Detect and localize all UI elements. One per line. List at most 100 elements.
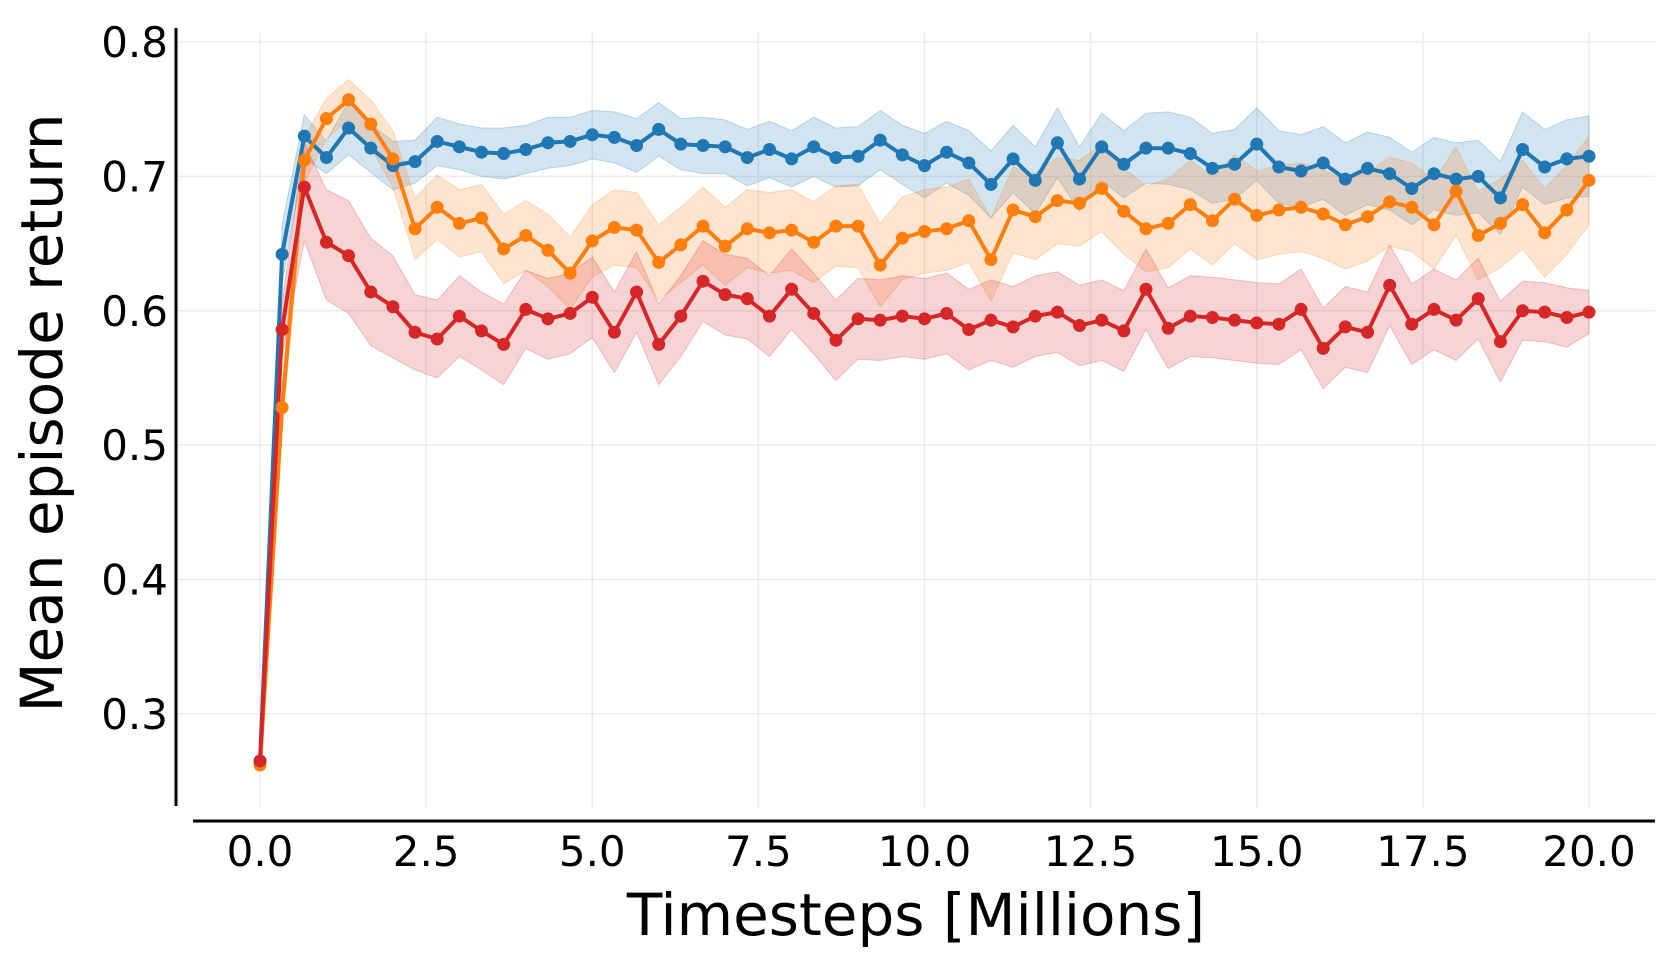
series-2-point — [630, 223, 644, 237]
series-1-point — [674, 137, 688, 151]
series-2-point — [1538, 226, 1552, 240]
x-tick-label: 20.0 — [1542, 827, 1636, 876]
series-2-point — [1294, 200, 1308, 214]
series-2-point — [1405, 200, 1419, 214]
series-3-point — [1228, 313, 1242, 327]
series-1-point — [829, 151, 843, 165]
series-3-point — [1516, 304, 1530, 318]
series-2-point — [1095, 181, 1109, 195]
series-3-point — [408, 325, 422, 339]
series-3-point — [497, 337, 511, 351]
series-1-point — [1294, 164, 1308, 178]
series-2-point — [497, 242, 511, 256]
series-3-point — [364, 285, 378, 299]
series-3-point — [342, 249, 356, 263]
series-3-point — [1538, 305, 1552, 319]
series-1-point — [519, 143, 533, 157]
series-3-point — [829, 333, 843, 347]
series-1-point — [851, 149, 865, 163]
series-3-point — [918, 312, 931, 326]
series-1-point — [607, 130, 621, 144]
series-2-point — [452, 216, 466, 230]
series-3-point — [519, 302, 533, 316]
y-tick-label: 0.8 — [101, 18, 168, 67]
series-2-point — [762, 226, 776, 240]
series-3-point — [1405, 317, 1419, 331]
x-tick-label: 2.5 — [393, 827, 460, 876]
series-1-point — [452, 140, 466, 154]
series-2-point — [1316, 207, 1330, 221]
series-2-point — [1073, 196, 1087, 210]
series-1-point — [319, 151, 333, 165]
series-3-point — [630, 285, 644, 299]
series-3-point — [762, 309, 776, 323]
series-2-point — [918, 224, 931, 238]
series-2-point — [1139, 222, 1153, 236]
series-1-point — [652, 122, 666, 136]
series-3-point — [1073, 319, 1087, 333]
series-2-point — [1117, 204, 1131, 218]
y-tick-label: 0.4 — [101, 556, 168, 605]
series-2-point — [1183, 198, 1197, 212]
series-3-point — [253, 754, 267, 768]
series-2-point — [984, 253, 998, 267]
series-2-point — [1383, 195, 1397, 209]
series-1-point — [918, 159, 931, 173]
series-3-point — [1006, 320, 1020, 334]
y-tick-label: 0.5 — [101, 421, 168, 470]
series-1-point — [873, 133, 887, 147]
series-1-point — [1427, 167, 1441, 181]
series-2-point — [1516, 198, 1530, 212]
series-3-point — [1427, 302, 1441, 316]
series-2-point — [1338, 218, 1352, 232]
series-3-point — [1582, 305, 1596, 319]
series-1-point — [740, 151, 754, 165]
series-3-point — [1250, 316, 1264, 330]
series-3-point — [1471, 292, 1485, 306]
series-1-point — [1361, 161, 1375, 175]
series-2-point — [940, 222, 954, 236]
series-1-point — [1538, 160, 1552, 174]
series-2-point — [696, 219, 710, 233]
series-1-point — [1560, 152, 1574, 166]
series-3-point — [1383, 278, 1397, 292]
series-1-point — [1471, 169, 1485, 183]
series-3-point — [1050, 305, 1064, 319]
series-2-point — [718, 239, 732, 253]
series-points — [253, 93, 1596, 772]
series-2-point — [1028, 210, 1042, 224]
series-1-point — [1050, 136, 1064, 150]
series-2-point — [1449, 184, 1463, 198]
series-1-point — [585, 128, 599, 142]
series-3-point — [674, 309, 688, 323]
series-3-point — [1560, 310, 1574, 324]
series-3-point — [962, 323, 976, 337]
series-3-point — [1117, 324, 1131, 338]
series-1-point — [1582, 149, 1596, 163]
series-1-point — [940, 145, 954, 159]
series-1-point — [1161, 141, 1175, 155]
series-3-point — [275, 323, 289, 337]
series-2-point — [1471, 229, 1485, 243]
series-2-point — [652, 255, 666, 269]
series-2-point — [386, 152, 400, 166]
series-1-point — [364, 141, 378, 155]
series-1-point — [1316, 156, 1330, 170]
series-1-point — [1493, 191, 1507, 205]
series-3-point — [1183, 309, 1197, 323]
series-3-point — [585, 290, 599, 304]
series-3-point — [1161, 321, 1175, 335]
series-2-point — [297, 153, 311, 167]
series-3-point — [1139, 282, 1153, 296]
series-3-point — [607, 325, 621, 339]
series-3-point — [984, 313, 998, 327]
series-3-point — [386, 300, 400, 314]
series-3-point — [430, 332, 444, 346]
series-3-point — [1294, 302, 1308, 316]
x-tick-label: 17.5 — [1376, 827, 1470, 876]
series-3-point — [1205, 310, 1219, 324]
series-2-point — [607, 220, 621, 234]
series-1-point — [696, 138, 710, 152]
y-tick-label: 0.7 — [101, 152, 168, 201]
series-2-point — [1250, 208, 1264, 222]
